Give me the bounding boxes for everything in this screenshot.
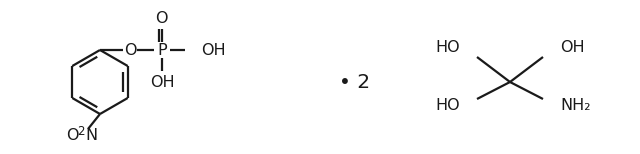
Text: O: O: [66, 128, 78, 144]
Text: NH₂: NH₂: [560, 99, 591, 113]
Text: O: O: [124, 43, 136, 57]
Text: N: N: [85, 128, 97, 144]
Text: HO: HO: [435, 39, 460, 55]
Text: P: P: [157, 43, 167, 57]
Text: 2: 2: [77, 125, 84, 138]
Text: • 2: • 2: [339, 73, 371, 91]
Text: OH: OH: [201, 43, 226, 57]
Text: OH: OH: [150, 75, 174, 89]
Text: O: O: [155, 10, 167, 26]
Text: OH: OH: [560, 39, 584, 55]
Text: HO: HO: [435, 99, 460, 113]
